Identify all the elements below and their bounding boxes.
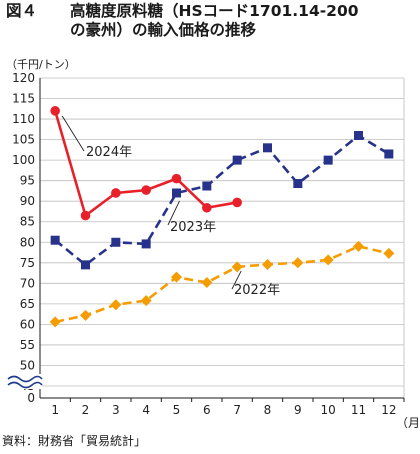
data-point xyxy=(80,309,91,321)
label-layer: 2024年 2023年 2022年 xyxy=(61,115,280,298)
x-tick-label: 4 xyxy=(142,403,150,417)
y-tick-label: 0 xyxy=(27,391,35,405)
series-line-2024 xyxy=(53,110,238,217)
x-tick-label: 10 xyxy=(321,403,336,417)
data-point xyxy=(262,258,273,270)
y-axis-unit-label: （千円/トン） xyxy=(6,58,76,71)
axis-break-mark xyxy=(7,375,43,383)
x-tick-label: 5 xyxy=(173,403,181,417)
y-tick-label: 90 xyxy=(20,194,35,208)
data-point xyxy=(263,143,272,153)
grid-layer xyxy=(40,77,405,398)
data-point xyxy=(323,155,333,165)
data-point xyxy=(231,261,243,273)
y-tick-label: 60 xyxy=(20,317,35,331)
x-tick-label: 3 xyxy=(112,403,120,417)
x-tick-label: 1 xyxy=(51,403,59,417)
x-tick-label: 9 xyxy=(294,403,302,417)
data-point xyxy=(292,257,304,269)
data-point xyxy=(171,271,182,283)
series-label: 2023年 xyxy=(170,220,216,235)
y-tick-label: 65 xyxy=(20,297,35,311)
data-point xyxy=(232,197,242,208)
y-tick-label: 110 xyxy=(12,112,35,126)
data-point xyxy=(293,179,303,189)
x-tick-label: 11 xyxy=(351,403,366,417)
x-tick-label: 6 xyxy=(203,403,211,417)
axis-break-mark xyxy=(7,381,43,389)
title-line-2: の豪州）の輸入価格の推移 xyxy=(70,21,257,39)
series-label: 2022年 xyxy=(234,283,280,298)
x-tick-label: 2 xyxy=(82,403,90,417)
y-tick-label: 95 xyxy=(20,174,35,188)
data-point xyxy=(111,188,121,198)
y-tick-label: 75 xyxy=(20,256,35,270)
data-point xyxy=(171,173,182,184)
series-line-2023 xyxy=(54,134,390,267)
title-line-1: 高糖度原料糖（HSコード1701.14-200 xyxy=(70,2,359,20)
data-point xyxy=(384,149,394,159)
data-point xyxy=(111,237,121,247)
y-tick-label: 85 xyxy=(20,215,35,229)
x-tick-label: 12 xyxy=(381,403,396,417)
data-point xyxy=(354,130,363,140)
y-tick-label: 80 xyxy=(20,235,35,249)
data-point xyxy=(232,155,242,165)
y-tick-label: 115 xyxy=(12,92,35,106)
data-point xyxy=(140,295,152,307)
y-tick-label: 120 xyxy=(12,71,35,85)
series-label-leader xyxy=(167,200,180,226)
data-point xyxy=(50,106,60,116)
source-note: 資料：財務省「貿易統計」 xyxy=(2,434,147,448)
series-label-leader xyxy=(61,115,85,152)
data-point xyxy=(80,210,91,221)
series-label-leader xyxy=(231,270,242,290)
series-line-2022 xyxy=(54,245,390,324)
data-point xyxy=(110,299,122,311)
y-tick-label: 50 xyxy=(20,358,35,372)
data-point xyxy=(322,254,334,266)
chart-title: 図４ 高糖度原料糖（HSコード1701.14-200 の豪州）の輸入価格の推移 xyxy=(6,2,359,40)
data-point xyxy=(141,239,151,249)
y-tick-label: 55 xyxy=(20,338,35,352)
data-point xyxy=(383,247,395,259)
data-point xyxy=(50,235,60,245)
series-layer xyxy=(49,106,395,328)
data-point xyxy=(202,202,212,213)
series-label: 2024年 xyxy=(86,145,132,160)
data-point xyxy=(201,277,213,289)
data-point xyxy=(49,316,61,328)
data-point xyxy=(353,240,364,252)
data-point xyxy=(81,260,90,270)
axis-layer: 1201151101051009590858075706560555045012… xyxy=(6,71,420,430)
data-point xyxy=(141,185,151,195)
x-axis-unit-label: （月） xyxy=(396,416,420,430)
x-tick-label: 7 xyxy=(233,403,241,417)
x-tick-label: 8 xyxy=(264,403,272,417)
y-tick-label: 70 xyxy=(20,276,35,290)
data-point xyxy=(172,188,181,198)
y-tick-label: 105 xyxy=(12,133,35,147)
data-point xyxy=(202,181,212,191)
y-tick-label: 100 xyxy=(12,153,35,167)
figure-number: 図４ xyxy=(6,2,38,20)
